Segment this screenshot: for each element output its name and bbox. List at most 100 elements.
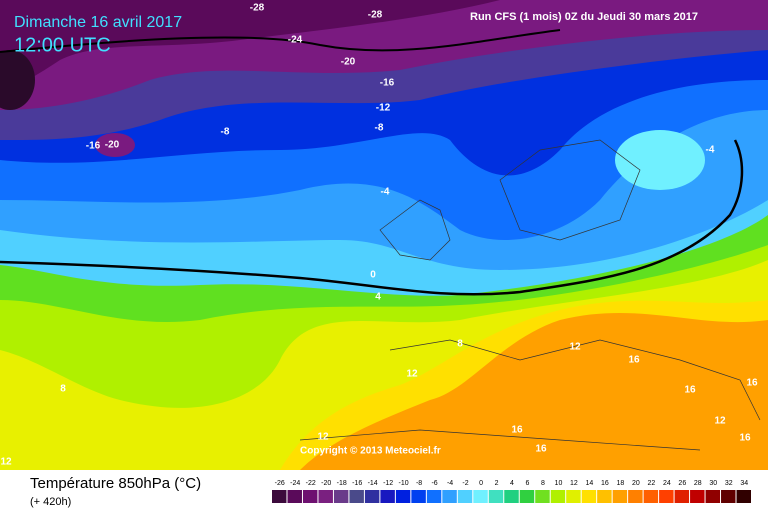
legend-tick-label: 16 [601, 480, 609, 487]
legend-swatch [566, 490, 581, 503]
legend-tick-label: 4 [510, 480, 514, 487]
contour-label: -4 [706, 145, 715, 156]
legend-swatch [550, 490, 566, 503]
legend-tick-label: 20 [632, 480, 640, 487]
legend-swatch [612, 490, 628, 503]
legend-tick-label: 26 [678, 480, 686, 487]
contour-label: -24 [288, 35, 303, 46]
contour-label: -20 [341, 57, 356, 68]
legend-swatch [519, 490, 535, 503]
coastlines [299, 139, 761, 451]
legend-swatch [349, 490, 364, 503]
contour-label: -8 [221, 127, 230, 138]
legend-swatch [380, 490, 395, 503]
legend-swatch [318, 490, 333, 503]
legend-tick-label: 18 [616, 480, 624, 487]
legend-tick-label: 10 [555, 480, 563, 487]
legend-tick-label: 24 [663, 480, 671, 487]
date: Dimanche 16 avril 2017 [14, 14, 182, 31]
contour-label: 8 [60, 384, 66, 395]
contour-label: -16 [380, 78, 395, 89]
legend-tick-label: -8 [416, 480, 422, 487]
legend-tick-label: 34 [740, 480, 748, 487]
contour-label: 12 [317, 432, 329, 443]
legend-swatch [659, 490, 674, 503]
legend-swatch [690, 490, 705, 503]
legend-tick-label: 28 [694, 480, 702, 487]
contour-label: 16 [746, 378, 758, 389]
legend-tick-label: -26 [275, 480, 285, 487]
legend-swatch [395, 490, 411, 503]
contour-label: 12 [0, 457, 12, 468]
contour-label: -28 [250, 3, 265, 14]
legend-tick-label: -24 [290, 480, 300, 487]
legend-tick-label: -4 [447, 480, 453, 487]
contour-label: -4 [381, 187, 390, 198]
legend-tick-label: 2 [495, 480, 499, 487]
contour-label: 8 [457, 339, 463, 350]
legend-tick-label: -2 [462, 480, 468, 487]
legend-swatch [643, 490, 659, 503]
color-legend: -26 -24 -22 -20 -18 -16 -14 -12 -10 -8 -6 -4 -2 0 2 4 6 8… [272, 480, 751, 503]
contour-label: -8 [375, 123, 384, 134]
map-field [0, 0, 768, 470]
contour-label: 0 [370, 270, 376, 281]
time: 12:00 UTC [14, 34, 111, 56]
copyright: Copyright © 2013 Meteociel.fr [300, 446, 441, 457]
legend-tick-label: 22 [647, 480, 655, 487]
run-info: Run CFS (1 mois) 0Z du Jeudi 30 mars 201… [470, 11, 698, 23]
contour-label: 16 [739, 433, 751, 444]
contour-label: 16 [535, 444, 547, 455]
isotherm [0, 29, 561, 53]
contour-label: -16 [86, 141, 101, 152]
contour-label: -28 [368, 10, 383, 21]
contour-labels: -28 -28 -24 -20 -16 -12 -8 -8 -16 -20 -4 -4 0 4 8 8 12 12… [0, 3, 758, 468]
legend-swatch [457, 490, 473, 503]
legend-swatch [333, 490, 349, 503]
contour-label: 12 [714, 416, 726, 427]
legend-swatch [597, 490, 612, 503]
legend-swatch [364, 490, 380, 503]
zero-isotherm [0, 139, 744, 296]
cold-pocket [0, 50, 35, 110]
contour-label: 16 [684, 385, 696, 396]
contour-label: 12 [406, 369, 418, 380]
contour-label: 12 [569, 342, 581, 353]
legend-tick-label: -10 [399, 480, 409, 487]
legend-swatch [628, 490, 643, 503]
legend-tick-label: 0 [479, 480, 483, 487]
legend-tick-label: -20 [321, 480, 331, 487]
legend-swatch [302, 490, 318, 503]
legend-swatch [426, 490, 442, 503]
legend-tick-label: 6 [526, 480, 530, 487]
legend-swatch [442, 490, 457, 503]
legend-swatch [535, 490, 550, 503]
legend-swatch [488, 490, 504, 503]
legend-tick-label: 8 [541, 480, 545, 487]
legend-tick-label: -12 [383, 480, 393, 487]
legend-swatch [736, 490, 751, 503]
contour-label: 16 [628, 355, 640, 366]
band-dark-purple [0, 0, 500, 90]
contour-label: -12 [376, 103, 391, 114]
legend-tick-label: 32 [725, 480, 733, 487]
legend-swatch [721, 490, 736, 503]
footer-lead: (+ 420h) [30, 496, 71, 508]
legend-tick-label: 14 [586, 480, 594, 487]
legend-tick-label: -6 [431, 480, 437, 487]
legend-swatch [272, 490, 287, 503]
legend-swatch [473, 490, 488, 503]
legend-tick-label: -22 [306, 480, 316, 487]
legend-swatch [705, 490, 721, 503]
legend-tick-label: 12 [570, 480, 578, 487]
contour-label: -20 [105, 140, 120, 151]
legend-swatch [581, 490, 597, 503]
footer-title: Température 850hPa (°C) [30, 475, 201, 492]
cold-pocket [95, 133, 135, 157]
legend-swatch [411, 490, 426, 503]
cold-pocket [615, 130, 705, 190]
legend-tick-label: -18 [337, 480, 347, 487]
contour-label: 4 [375, 292, 381, 303]
legend-tick-label: -14 [368, 480, 378, 487]
